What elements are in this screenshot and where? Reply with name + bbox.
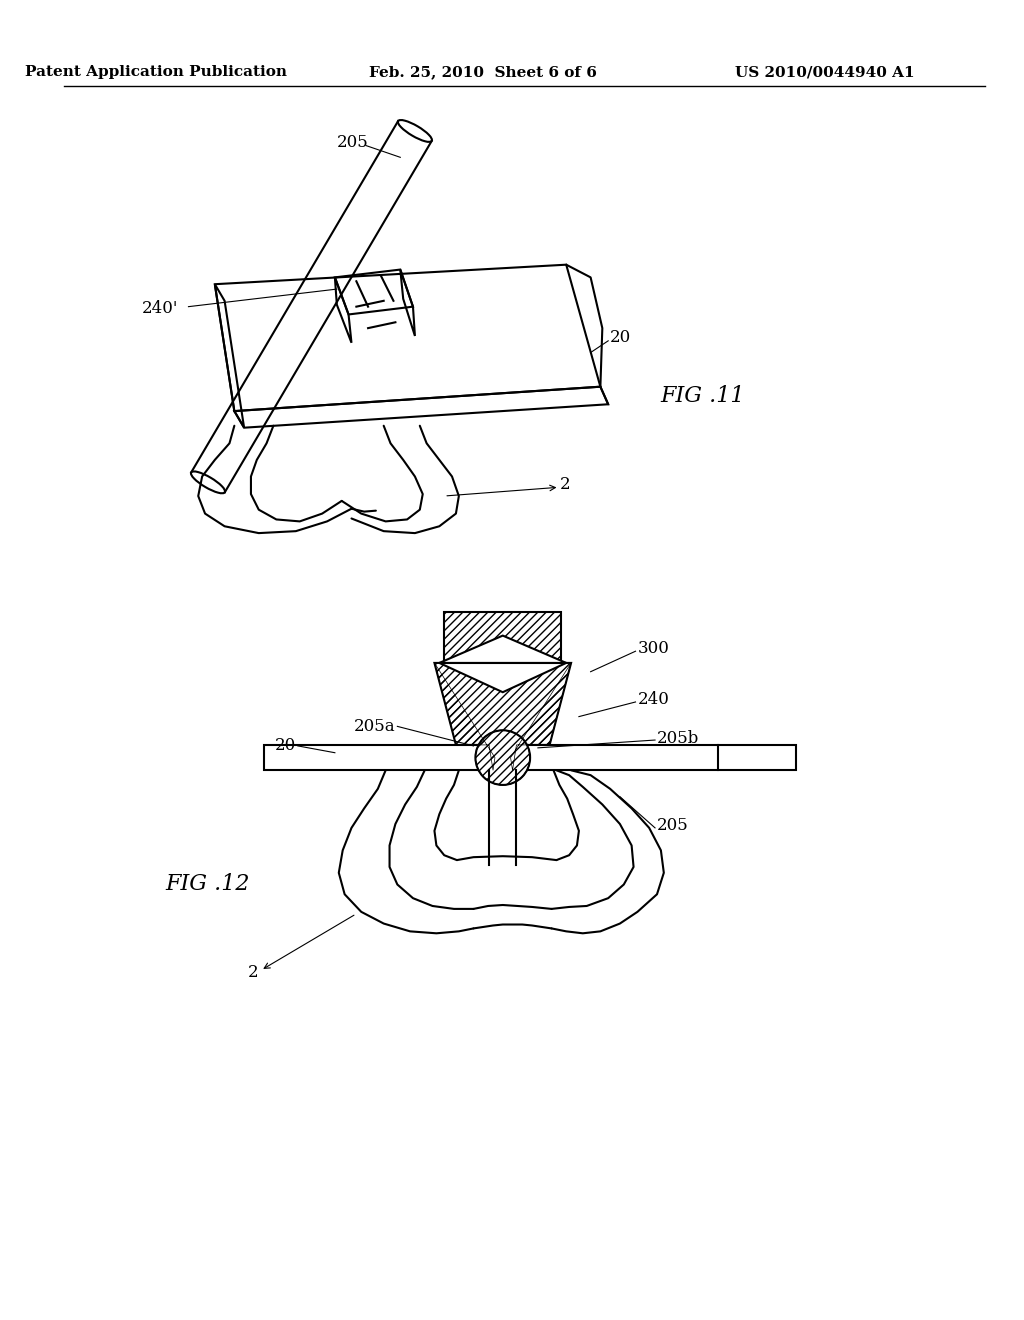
Text: 20: 20: [274, 738, 296, 755]
Text: Patent Application Publication: Patent Application Publication: [26, 66, 288, 79]
Text: 240: 240: [638, 690, 670, 708]
Circle shape: [475, 730, 530, 785]
Text: FIG .11: FIG .11: [660, 385, 745, 408]
Bar: [263, 744, 796, 771]
Text: US 2010/0044940 A1: US 2010/0044940 A1: [735, 66, 914, 79]
Text: 205: 205: [657, 817, 689, 834]
Text: 2: 2: [559, 475, 570, 492]
Polygon shape: [434, 663, 571, 744]
Polygon shape: [439, 663, 566, 692]
Text: 205b: 205b: [657, 730, 699, 747]
Text: 20: 20: [610, 330, 632, 346]
Ellipse shape: [190, 471, 225, 494]
Text: FIG .12: FIG .12: [166, 874, 250, 895]
Text: 240': 240': [141, 300, 178, 317]
Ellipse shape: [398, 120, 432, 141]
Bar: [444, 612, 561, 663]
Polygon shape: [439, 636, 566, 663]
Text: 2: 2: [248, 964, 259, 981]
Text: 205: 205: [337, 135, 369, 152]
Text: Feb. 25, 2010  Sheet 6 of 6: Feb. 25, 2010 Sheet 6 of 6: [370, 66, 597, 79]
Text: 300: 300: [638, 640, 670, 657]
Text: 205a: 205a: [353, 718, 395, 735]
